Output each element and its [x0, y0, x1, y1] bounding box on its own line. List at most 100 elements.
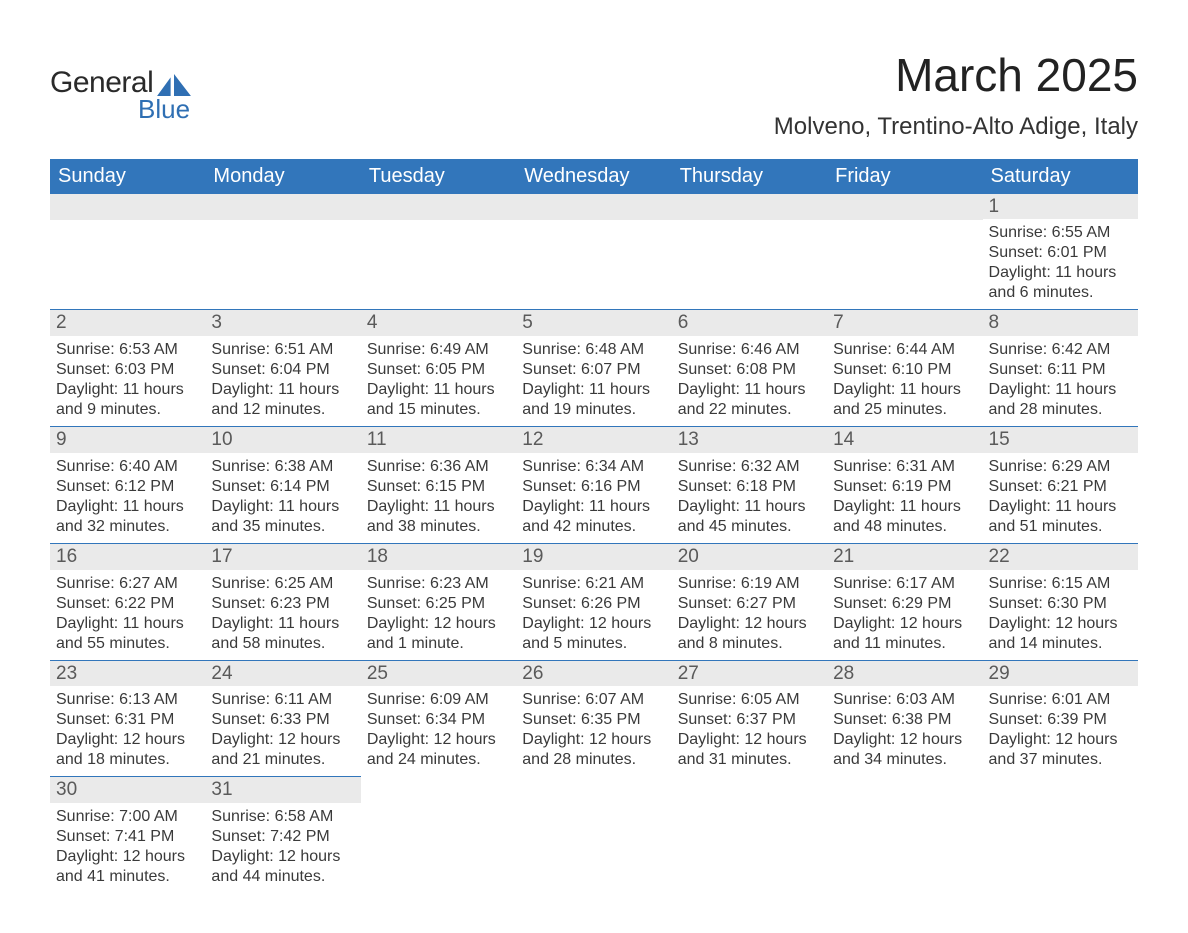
daylight-text: Daylight: 12 hours and 44 minutes.: [211, 847, 354, 887]
day-number: 12: [516, 426, 671, 453]
sunrise-text: Sunrise: 6:01 AM: [989, 690, 1132, 710]
day-cell: [516, 194, 671, 310]
sunrise-text: Sunrise: 6:44 AM: [833, 340, 976, 360]
day-number: 7: [827, 309, 982, 336]
weekday-header-row: Sunday Monday Tuesday Wednesday Thursday…: [50, 159, 1138, 194]
day-cell: 17Sunrise: 6:25 AMSunset: 6:23 PMDayligh…: [205, 543, 360, 660]
sunset-text: Sunset: 6:16 PM: [522, 477, 665, 497]
day-cell: 15Sunrise: 6:29 AMSunset: 6:21 PMDayligh…: [983, 426, 1138, 543]
sunrise-text: Sunrise: 6:07 AM: [522, 690, 665, 710]
day-cell: 26Sunrise: 6:07 AMSunset: 6:35 PMDayligh…: [516, 660, 671, 777]
day-number: 9: [50, 426, 205, 453]
day-number: 29: [983, 660, 1138, 687]
sunset-text: Sunset: 6:33 PM: [211, 710, 354, 730]
calendar-page: General Blue March 2025 Molveno, Trentin…: [0, 0, 1188, 933]
day-cell: 27Sunrise: 6:05 AMSunset: 6:37 PMDayligh…: [672, 660, 827, 777]
sunset-text: Sunset: 6:21 PM: [989, 477, 1132, 497]
week-row: 23Sunrise: 6:13 AMSunset: 6:31 PMDayligh…: [50, 660, 1138, 777]
day-number: 24: [205, 660, 360, 687]
daylight-text: Daylight: 11 hours and 25 minutes.: [833, 380, 976, 420]
day-cell: 1Sunrise: 6:55 AMSunset: 6:01 PMDaylight…: [983, 194, 1138, 310]
sunset-text: Sunset: 6:12 PM: [56, 477, 199, 497]
sunset-text: Sunset: 6:11 PM: [989, 360, 1132, 380]
day-cell: 11Sunrise: 6:36 AMSunset: 6:15 PMDayligh…: [361, 426, 516, 543]
brand-logo: General Blue: [50, 50, 191, 125]
sunset-text: Sunset: 6:34 PM: [367, 710, 510, 730]
day-cell: [361, 194, 516, 310]
sunrise-text: Sunrise: 6:03 AM: [833, 690, 976, 710]
location-subtitle: Molveno, Trentino-Alto Adige, Italy: [774, 113, 1138, 141]
sunrise-text: Sunrise: 6:51 AM: [211, 340, 354, 360]
day-number: 3: [205, 309, 360, 336]
day-cell: 21Sunrise: 6:17 AMSunset: 6:29 PMDayligh…: [827, 543, 982, 660]
sunset-text: Sunset: 6:04 PM: [211, 360, 354, 380]
day-cell: 14Sunrise: 6:31 AMSunset: 6:19 PMDayligh…: [827, 426, 982, 543]
day-cell: 30Sunrise: 7:00 AMSunset: 7:41 PMDayligh…: [50, 776, 205, 893]
month-title: March 2025: [774, 50, 1138, 101]
sunrise-text: Sunrise: 6:42 AM: [989, 340, 1132, 360]
day-number: 27: [672, 660, 827, 687]
daylight-text: Daylight: 11 hours and 35 minutes.: [211, 497, 354, 537]
daylight-text: Daylight: 11 hours and 12 minutes.: [211, 380, 354, 420]
sunrise-text: Sunrise: 6:31 AM: [833, 457, 976, 477]
sunset-text: Sunset: 6:22 PM: [56, 594, 199, 614]
sunrise-text: Sunrise: 7:00 AM: [56, 807, 199, 827]
daylight-text: Daylight: 11 hours and 32 minutes.: [56, 497, 199, 537]
sunset-text: Sunset: 6:10 PM: [833, 360, 976, 380]
day-cell: 24 Sunrise: 6:11 AMSunset: 6:33 PMDayligh…: [205, 660, 360, 777]
empty-day-bar: [672, 194, 827, 220]
sunset-text: Sunset: 6:19 PM: [833, 477, 976, 497]
calendar-body: 1Sunrise: 6:55 AMSunset: 6:01 PMDaylight…: [50, 194, 1138, 894]
col-tuesday: Tuesday: [361, 159, 516, 194]
week-row: 2Sunrise: 6:53 AMSunset: 6:03 PMDaylight…: [50, 309, 1138, 426]
sunrise-text: Sunrise: 6:27 AM: [56, 574, 199, 594]
daylight-text: Daylight: 11 hours and 19 minutes.: [522, 380, 665, 420]
title-block: March 2025 Molveno, Trentino-Alto Adige,…: [774, 50, 1138, 141]
day-cell: 29Sunrise: 6:01 AMSunset: 6:39 PMDayligh…: [983, 660, 1138, 777]
daylight-text: Daylight: 12 hours and 31 minutes.: [678, 730, 821, 770]
daylight-text: Daylight: 12 hours and 21 minutes.: [211, 730, 354, 770]
daylight-text: Daylight: 12 hours and 18 minutes.: [56, 730, 199, 770]
sunrise-text: Sunrise: 6:25 AM: [211, 574, 354, 594]
empty-day-bar: [827, 194, 982, 220]
day-number: 11: [361, 426, 516, 453]
day-cell: 13Sunrise: 6:32 AMSunset: 6:18 PMDayligh…: [672, 426, 827, 543]
daylight-text: Daylight: 11 hours and 42 minutes.: [522, 497, 665, 537]
sunrise-text: Sunrise: 6:15 AM: [989, 574, 1132, 594]
sunset-text: Sunset: 6:37 PM: [678, 710, 821, 730]
day-cell: [516, 776, 671, 893]
sunrise-text: Sunrise: 6:58 AM: [211, 807, 354, 827]
sunset-text: Sunset: 6:35 PM: [522, 710, 665, 730]
daylight-text: Daylight: 12 hours and 8 minutes.: [678, 614, 821, 654]
day-number: 26: [516, 660, 671, 687]
sunrise-text: Sunrise: 6:19 AM: [678, 574, 821, 594]
day-cell: 7 Sunrise: 6:44 AMSunset: 6:10 PMDaylight…: [827, 309, 982, 426]
day-cell: [672, 194, 827, 310]
sunset-text: Sunset: 7:42 PM: [211, 827, 354, 847]
day-cell: [983, 776, 1138, 893]
day-cell: 23Sunrise: 6:13 AMSunset: 6:31 PMDayligh…: [50, 660, 205, 777]
day-cell: 9Sunrise: 6:40 AMSunset: 6:12 PMDaylight…: [50, 426, 205, 543]
sunrise-text: Sunrise: 6:38 AM: [211, 457, 354, 477]
sunset-text: Sunset: 6:01 PM: [989, 243, 1132, 263]
day-number: 23: [50, 660, 205, 687]
sunset-text: Sunset: 6:03 PM: [56, 360, 199, 380]
calendar-table: Sunday Monday Tuesday Wednesday Thursday…: [50, 159, 1138, 894]
page-header: General Blue March 2025 Molveno, Trentin…: [50, 50, 1138, 141]
day-number: 10: [205, 426, 360, 453]
daylight-text: Daylight: 12 hours and 24 minutes.: [367, 730, 510, 770]
day-cell: 28Sunrise: 6:03 AMSunset: 6:38 PMDayligh…: [827, 660, 982, 777]
sunset-text: Sunset: 6:29 PM: [833, 594, 976, 614]
day-cell: 3 Sunrise: 6:51 AMSunset: 6:04 PMDaylight…: [205, 309, 360, 426]
day-cell: 10Sunrise: 6:38 AMSunset: 6:14 PMDayligh…: [205, 426, 360, 543]
sunrise-text: Sunrise: 6:13 AM: [56, 690, 199, 710]
logo-text-blue: Blue: [138, 94, 190, 125]
sunrise-text: Sunrise: 6:11 AM: [211, 690, 354, 710]
sunset-text: Sunset: 6:27 PM: [678, 594, 821, 614]
day-cell: [361, 776, 516, 893]
daylight-text: Daylight: 11 hours and 22 minutes.: [678, 380, 821, 420]
day-number: 6: [672, 309, 827, 336]
sunrise-text: Sunrise: 6:49 AM: [367, 340, 510, 360]
sunset-text: Sunset: 6:25 PM: [367, 594, 510, 614]
day-number: 25: [361, 660, 516, 687]
